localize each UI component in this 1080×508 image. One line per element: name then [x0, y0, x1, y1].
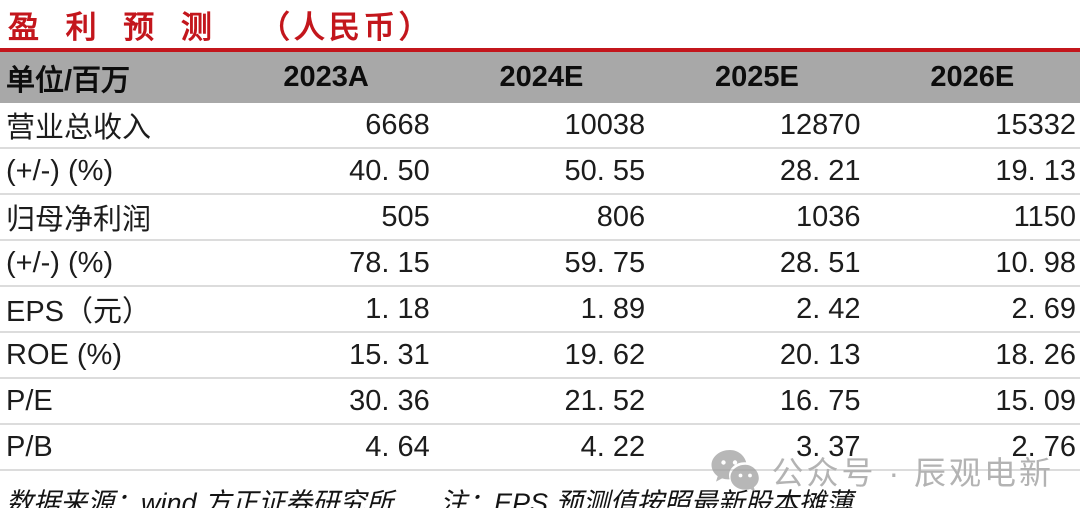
- column-header-2024e: 2024E: [433, 48, 650, 103]
- row-label: EPS（元）: [0, 286, 219, 333]
- cell-value: 806: [433, 194, 650, 241]
- table-row: ROE (%) 15. 31 19. 62 20. 13 18. 26: [0, 332, 1080, 379]
- cell-value: 4. 22: [433, 424, 650, 471]
- cell-value: 1. 89: [433, 286, 650, 333]
- cell-value: 40. 50: [218, 148, 434, 195]
- cell-value: 28. 51: [649, 240, 865, 287]
- table-row: (+/-) (%) 78. 15 59. 75 28. 51 10. 98: [0, 240, 1080, 287]
- cell-value: 59. 75: [433, 240, 650, 287]
- cell-value: 10038: [433, 103, 650, 149]
- page-title-currency: （人民币）: [258, 9, 434, 45]
- cell-value: 15. 31: [218, 332, 434, 379]
- row-label: 营业总收入: [0, 103, 219, 149]
- unit-header-cell: 单位/百万: [0, 48, 219, 103]
- data-source-note: 数据来源：wind 方正证券研究所: [6, 488, 394, 508]
- cell-value: 16. 75: [649, 378, 865, 425]
- cell-value: 30. 36: [218, 378, 434, 425]
- column-header-2026e: 2026E: [864, 48, 1080, 103]
- table-row: 营业总收入 6668 10038 12870 15332: [0, 103, 1080, 149]
- table-row: P/E 30. 36 21. 52 16. 75 15. 09: [0, 378, 1080, 425]
- row-label: ROE (%): [0, 332, 219, 379]
- cell-value: 2. 76: [864, 424, 1080, 471]
- cell-value: 3. 37: [649, 424, 865, 471]
- cell-value: 19. 13: [864, 148, 1080, 195]
- table-row: EPS（元） 1. 18 1. 89 2. 42 2. 69: [0, 286, 1080, 333]
- cell-value: 78. 15: [218, 240, 434, 287]
- cell-value: 1036: [649, 194, 865, 241]
- cell-value: 15. 09: [864, 378, 1080, 425]
- cell-value: 15332: [864, 103, 1080, 149]
- cell-value: 2. 69: [864, 286, 1080, 333]
- cell-value: 21. 52: [433, 378, 650, 425]
- table-footnotes: 数据来源：wind 方正证券研究所 注：EPS 预测值按照最新股本摊薄: [0, 471, 1080, 508]
- row-label: (+/-) (%): [0, 148, 219, 195]
- table-row: P/B 4. 64 4. 22 3. 37 2. 76: [0, 424, 1080, 471]
- cell-value: 2. 42: [649, 286, 865, 333]
- page-title: 盈 利 预 测 （人民币）: [0, 0, 1080, 48]
- cell-value: 6668: [218, 103, 434, 149]
- row-label: 归母净利润: [0, 194, 219, 241]
- eps-note: 注：EPS 预测值按照最新股本摊薄: [440, 488, 853, 508]
- cell-value: 28. 21: [649, 148, 865, 195]
- column-header-2023a: 2023A: [218, 48, 434, 103]
- cell-value: 10. 98: [864, 240, 1080, 287]
- cell-value: 19. 62: [433, 332, 650, 379]
- row-label: (+/-) (%): [0, 240, 219, 287]
- row-label: P/E: [0, 378, 219, 425]
- row-label: P/B: [0, 424, 219, 471]
- column-header-2025e: 2025E: [649, 48, 865, 103]
- cell-value: 50. 55: [433, 148, 650, 195]
- cell-value: 4. 64: [218, 424, 434, 471]
- cell-value: 18. 26: [864, 332, 1080, 379]
- cell-value: 1. 18: [218, 286, 434, 333]
- table-row: 归母净利润 505 806 1036 1150: [0, 194, 1080, 241]
- cell-value: 20. 13: [649, 332, 865, 379]
- forecast-table: 单位/百万 2023A 2024E 2025E 2026E 营业总收入 6668…: [0, 48, 1080, 471]
- page-title-text: 盈 利 预 测: [8, 9, 221, 45]
- table-header-row: 单位/百万 2023A 2024E 2025E 2026E: [0, 48, 1080, 103]
- table-row: (+/-) (%) 40. 50 50. 55 28. 21 19. 13: [0, 148, 1080, 195]
- cell-value: 12870: [649, 103, 865, 149]
- cell-value: 505: [218, 194, 434, 241]
- cell-value: 1150: [864, 194, 1080, 241]
